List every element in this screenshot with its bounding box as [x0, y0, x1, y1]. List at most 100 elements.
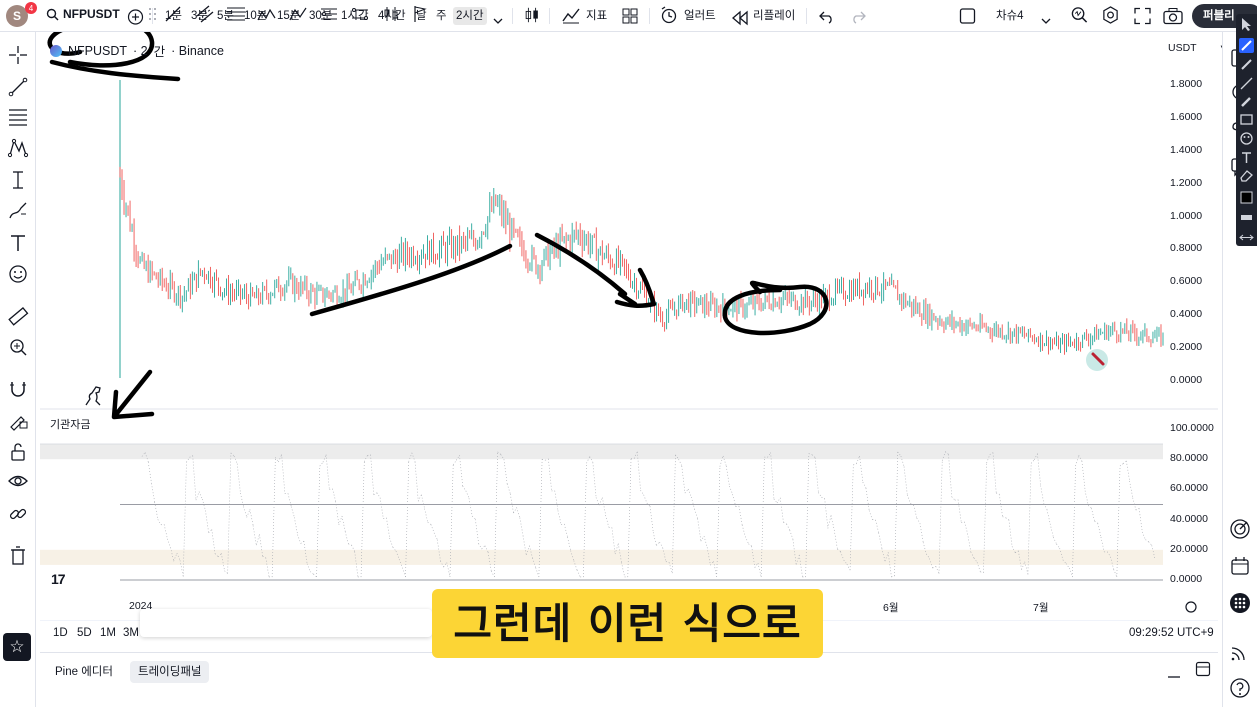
- currency-select[interactable]: USDT ▾: [1168, 42, 1226, 54]
- trash-icon[interactable]: [7, 545, 29, 567]
- ruler-icon[interactable]: [7, 305, 29, 327]
- tab-pine-editor[interactable]: Pine 에디터: [55, 666, 113, 678]
- line-icon[interactable]: [1239, 76, 1254, 91]
- timeframe-2h[interactable]: 2시간: [453, 7, 487, 25]
- ft-flag-icon[interactable]: [410, 4, 430, 24]
- ft-channel-icon[interactable]: [195, 4, 215, 24]
- apps-grid-icon[interactable]: [1229, 592, 1251, 614]
- ft-abcd-icon[interactable]: [288, 4, 308, 24]
- legend-interval-suffix: 간: [153, 45, 166, 59]
- timeframe-15m[interactable]: 15분: [277, 10, 301, 22]
- eye-icon[interactable]: [7, 470, 29, 492]
- undo-icon[interactable]: [819, 8, 835, 26]
- unlock-icon[interactable]: [7, 441, 29, 463]
- eraser-icon[interactable]: [1239, 168, 1254, 183]
- indicators-button[interactable]: 지표: [586, 10, 608, 22]
- video-subtitle-caption: 그런데 이런 식으로: [432, 589, 823, 658]
- highlighter-icon[interactable]: [1239, 94, 1254, 109]
- replay-button[interactable]: 리플레이: [753, 10, 796, 22]
- drag-handle-icon[interactable]: [143, 4, 163, 24]
- add-symbol-icon[interactable]: [127, 8, 144, 26]
- brush-icon[interactable]: [7, 200, 29, 222]
- palette-icon[interactable]: [1239, 131, 1254, 146]
- ft-trend-line-icon[interactable]: [163, 4, 183, 24]
- layout-grid-icon[interactable]: [622, 7, 638, 25]
- projection-icon[interactable]: [7, 169, 29, 191]
- indicator-axis-label: 80.0000: [1170, 452, 1208, 465]
- price-axis-label: 0.6000: [1170, 275, 1203, 288]
- range-5d[interactable]: 5D: [77, 627, 92, 639]
- layout-chevron-icon[interactable]: [1041, 12, 1051, 30]
- link-icon[interactable]: [7, 503, 29, 525]
- cursor-arrow-icon[interactable]: [1239, 17, 1254, 32]
- indicators-icon[interactable]: [562, 6, 580, 24]
- range-3m[interactable]: 3M: [123, 627, 139, 639]
- zoom-in-icon[interactable]: [7, 336, 29, 358]
- quick-search-icon[interactable]: [1070, 6, 1089, 24]
- pattern-icon[interactable]: [7, 137, 29, 159]
- magnet-icon[interactable]: [7, 378, 29, 400]
- minimize-icon[interactable]: [1167, 669, 1181, 679]
- range-1m[interactable]: 1M: [100, 627, 116, 639]
- camera-icon[interactable]: [1163, 7, 1183, 25]
- stroke-width-icon[interactable]: [1239, 210, 1254, 225]
- ft-bars-pattern-icon[interactable]: [381, 4, 401, 24]
- indicator-name[interactable]: 기관자금: [50, 419, 91, 431]
- top-toolbar: [0, 0, 1257, 32]
- user-avatar[interactable]: S: [6, 5, 28, 27]
- alert-button[interactable]: 얼러트: [684, 10, 716, 22]
- floating-drawing-toolbar: [140, 609, 432, 637]
- chevron-down-icon[interactable]: [493, 12, 503, 30]
- timeframe-1m[interactable]: 1분: [165, 10, 182, 22]
- calendar-icon[interactable]: [1229, 555, 1251, 577]
- rectangle-icon[interactable]: [1239, 112, 1254, 127]
- price-chart[interactable]: [40, 32, 1218, 622]
- ft-position-icon[interactable]: [319, 4, 339, 24]
- settings-gear-icon[interactable]: [1101, 6, 1120, 24]
- symbol-name: NFPUSDT: [63, 7, 120, 21]
- timeframe-day[interactable]: 날: [416, 10, 427, 22]
- lock-pencil-icon[interactable]: [7, 409, 29, 431]
- clock-timezone[interactable]: 09:29:52 UTC+9: [1129, 627, 1214, 639]
- trend-line-icon[interactable]: [7, 76, 29, 98]
- expand-arrows-icon[interactable]: [1239, 230, 1254, 245]
- favorites-star-icon[interactable]: ☆: [3, 633, 31, 661]
- timeframe-week[interactable]: 주: [436, 10, 447, 22]
- fib-retracement-icon[interactable]: [7, 106, 29, 128]
- layout-name[interactable]: 차슈4: [996, 10, 1024, 22]
- uptrend-line-annotation: [309, 243, 513, 317]
- marker-icon[interactable]: [1239, 57, 1254, 72]
- candle-type-icon[interactable]: [523, 6, 541, 24]
- symbol-search-button[interactable]: NFPUSDT: [46, 7, 120, 21]
- ft-range-icon[interactable]: [350, 4, 370, 24]
- tab-trading-panel[interactable]: 트레이딩패널: [130, 661, 210, 683]
- text-tool-icon[interactable]: [7, 232, 29, 254]
- axis-settings-gear-icon[interactable]: [1185, 601, 1197, 613]
- time-axis-label: 6월: [883, 602, 899, 614]
- timeframe-5m[interactable]: 5분: [217, 10, 234, 22]
- indicator-band-1: [40, 549, 1163, 565]
- replay-rewind-icon[interactable]: [732, 9, 748, 27]
- dinosaur-icon[interactable]: [84, 385, 104, 407]
- timeframe-1h[interactable]: 1시간: [341, 10, 369, 22]
- text-icon[interactable]: [1239, 150, 1254, 165]
- crosshair-icon[interactable]: [7, 44, 29, 66]
- help-icon[interactable]: [1229, 677, 1251, 699]
- square-layout-icon[interactable]: [959, 7, 976, 25]
- price-axis-label: 0.8000: [1170, 242, 1203, 255]
- target-icon[interactable]: [1229, 518, 1251, 540]
- redo-icon[interactable]: [850, 8, 866, 26]
- legend-interval: · 2: [133, 43, 148, 58]
- fullscreen-icon[interactable]: [1134, 7, 1151, 25]
- search-icon: [46, 8, 59, 20]
- emoji-icon[interactable]: [7, 263, 29, 285]
- range-1d[interactable]: 1D: [53, 627, 68, 639]
- maximize-panel-icon[interactable]: [1195, 661, 1211, 677]
- ft-xabcd-icon[interactable]: [257, 4, 277, 24]
- legend-symbol: NFPUSDT: [68, 43, 128, 58]
- pen-icon[interactable]: [1239, 38, 1254, 53]
- color-black-swatch-icon[interactable]: [1239, 190, 1254, 205]
- alarm-clock-icon[interactable]: [660, 6, 678, 24]
- broadcast-icon[interactable]: [1229, 641, 1251, 663]
- ft-fib-icon[interactable]: [226, 4, 246, 24]
